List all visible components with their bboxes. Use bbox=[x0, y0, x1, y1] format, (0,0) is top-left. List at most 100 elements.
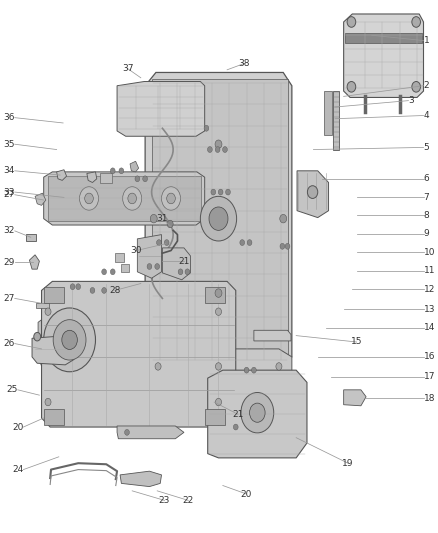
Polygon shape bbox=[57, 169, 67, 180]
Text: 31: 31 bbox=[157, 214, 168, 223]
Polygon shape bbox=[162, 248, 191, 280]
Circle shape bbox=[178, 269, 183, 274]
Polygon shape bbox=[42, 281, 236, 427]
Polygon shape bbox=[333, 91, 339, 150]
Circle shape bbox=[276, 363, 282, 370]
Polygon shape bbox=[324, 91, 332, 135]
Polygon shape bbox=[120, 471, 162, 487]
Text: 10: 10 bbox=[424, 248, 435, 257]
Text: 26: 26 bbox=[4, 339, 15, 348]
Circle shape bbox=[102, 287, 106, 293]
Bar bbox=[205, 287, 226, 303]
Polygon shape bbox=[254, 330, 291, 341]
Text: 6: 6 bbox=[424, 174, 429, 183]
Text: 5: 5 bbox=[424, 143, 429, 152]
Text: 38: 38 bbox=[239, 59, 250, 68]
Text: 22: 22 bbox=[183, 496, 194, 505]
Polygon shape bbox=[117, 82, 205, 136]
Circle shape bbox=[125, 430, 129, 435]
Circle shape bbox=[164, 240, 169, 246]
Polygon shape bbox=[130, 161, 139, 172]
Text: 14: 14 bbox=[424, 323, 435, 332]
Circle shape bbox=[347, 17, 356, 27]
Circle shape bbox=[34, 333, 41, 341]
Text: 34: 34 bbox=[4, 166, 15, 175]
Circle shape bbox=[251, 367, 256, 373]
Circle shape bbox=[90, 287, 95, 293]
Text: 27: 27 bbox=[4, 190, 15, 199]
Polygon shape bbox=[117, 426, 184, 439]
Bar bbox=[205, 409, 226, 425]
Polygon shape bbox=[36, 303, 49, 308]
Circle shape bbox=[285, 244, 290, 249]
Polygon shape bbox=[145, 72, 292, 368]
Circle shape bbox=[240, 240, 244, 246]
Circle shape bbox=[45, 398, 51, 406]
Circle shape bbox=[150, 214, 157, 223]
Bar bbox=[100, 173, 112, 182]
Polygon shape bbox=[138, 235, 162, 278]
Circle shape bbox=[223, 147, 227, 152]
Polygon shape bbox=[48, 176, 201, 221]
Polygon shape bbox=[345, 33, 422, 43]
Circle shape bbox=[135, 176, 140, 182]
Circle shape bbox=[226, 189, 230, 195]
Circle shape bbox=[85, 193, 93, 204]
Text: 1: 1 bbox=[424, 36, 429, 45]
Polygon shape bbox=[208, 370, 307, 458]
Text: 20: 20 bbox=[241, 489, 252, 498]
Circle shape bbox=[215, 147, 220, 152]
Circle shape bbox=[209, 207, 228, 230]
Circle shape bbox=[70, 284, 75, 289]
Polygon shape bbox=[38, 312, 52, 372]
Polygon shape bbox=[297, 171, 328, 217]
Circle shape bbox=[156, 240, 161, 246]
Text: 2: 2 bbox=[424, 81, 429, 90]
Bar bbox=[44, 287, 64, 303]
Text: 11: 11 bbox=[424, 266, 435, 275]
Circle shape bbox=[280, 214, 287, 223]
Text: 23: 23 bbox=[159, 496, 170, 505]
Circle shape bbox=[211, 189, 215, 195]
Circle shape bbox=[347, 82, 356, 92]
Circle shape bbox=[119, 168, 124, 174]
Circle shape bbox=[247, 240, 252, 246]
Polygon shape bbox=[344, 390, 366, 406]
Circle shape bbox=[110, 269, 115, 274]
Text: 20: 20 bbox=[12, 423, 23, 432]
Circle shape bbox=[167, 220, 173, 228]
Circle shape bbox=[162, 187, 180, 210]
Circle shape bbox=[200, 196, 237, 241]
Text: 24: 24 bbox=[12, 465, 23, 474]
Polygon shape bbox=[87, 172, 97, 182]
Circle shape bbox=[110, 168, 115, 174]
Circle shape bbox=[208, 147, 212, 152]
Bar bbox=[115, 253, 124, 262]
Text: 32: 32 bbox=[4, 227, 15, 236]
Text: 33: 33 bbox=[3, 188, 15, 197]
Text: 25: 25 bbox=[7, 385, 18, 394]
Text: 3: 3 bbox=[408, 96, 414, 105]
Circle shape bbox=[218, 189, 223, 195]
Circle shape bbox=[102, 269, 106, 274]
Circle shape bbox=[123, 187, 141, 210]
Circle shape bbox=[244, 367, 249, 373]
Circle shape bbox=[280, 244, 285, 249]
Circle shape bbox=[167, 193, 175, 204]
Circle shape bbox=[412, 82, 420, 92]
Circle shape bbox=[215, 289, 222, 297]
Polygon shape bbox=[344, 14, 424, 98]
Text: 9: 9 bbox=[424, 229, 429, 238]
Text: 13: 13 bbox=[424, 304, 435, 313]
Text: 18: 18 bbox=[424, 394, 435, 403]
Text: 36: 36 bbox=[3, 113, 15, 122]
Circle shape bbox=[128, 193, 137, 204]
Text: 27: 27 bbox=[4, 294, 15, 303]
Circle shape bbox=[155, 363, 161, 370]
Circle shape bbox=[45, 308, 51, 316]
Circle shape bbox=[250, 403, 265, 422]
Circle shape bbox=[62, 330, 78, 350]
Circle shape bbox=[412, 17, 420, 27]
Polygon shape bbox=[152, 79, 288, 364]
Circle shape bbox=[204, 125, 209, 131]
